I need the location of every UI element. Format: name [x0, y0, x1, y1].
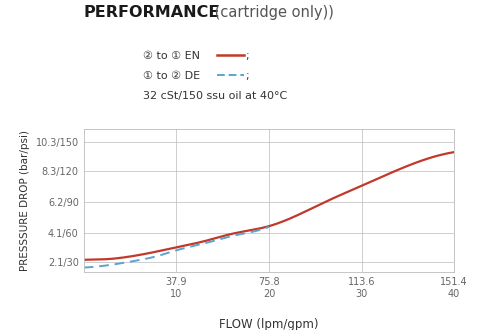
Text: ;: ; — [245, 51, 249, 61]
X-axis label: FLOW (lpm/gpm): FLOW (lpm/gpm) — [219, 318, 319, 330]
Text: (cartridge only)): (cartridge only)) — [210, 5, 334, 20]
Y-axis label: PRESSSURE DROP (bar/psi): PRESSSURE DROP (bar/psi) — [20, 130, 30, 271]
Text: 32 cSt/150 ssu oil at 40°C: 32 cSt/150 ssu oil at 40°C — [143, 91, 288, 101]
Text: ② to ① EN: ② to ① EN — [143, 51, 204, 61]
Text: PERFORMANCE: PERFORMANCE — [84, 5, 220, 20]
Text: ① to ② DE: ① to ② DE — [143, 71, 204, 81]
Text: ;: ; — [245, 71, 249, 81]
